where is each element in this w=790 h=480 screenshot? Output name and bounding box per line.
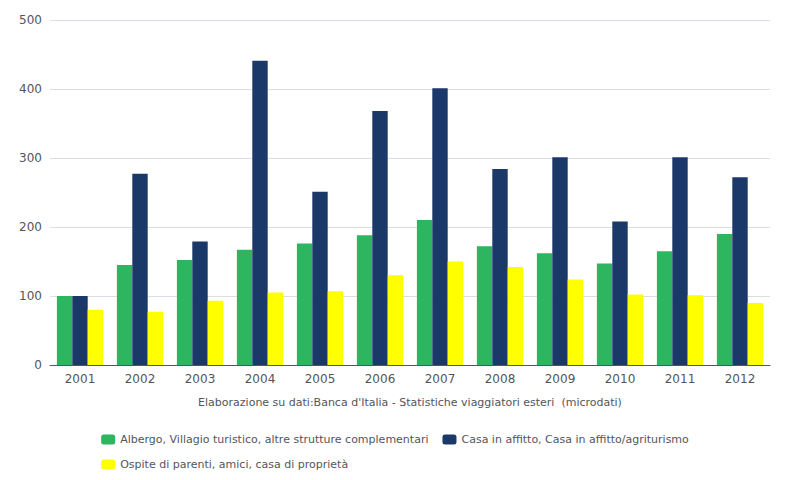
svg-text:Albergo, Villagio turistico, a: Albergo, Villagio turistico, altre strut… xyxy=(120,433,428,446)
svg-text:2001: 2001 xyxy=(65,372,96,386)
svg-text:2006: 2006 xyxy=(365,372,396,386)
svg-text:200: 200 xyxy=(19,220,42,234)
svg-text:500: 500 xyxy=(19,13,42,27)
svg-text:300: 300 xyxy=(19,151,42,165)
svg-text:2005: 2005 xyxy=(305,372,336,386)
svg-text:100: 100 xyxy=(19,289,42,303)
svg-text:2010: 2010 xyxy=(605,372,636,386)
svg-text:2004: 2004 xyxy=(245,372,276,386)
svg-text:2003: 2003 xyxy=(185,372,216,386)
svg-text:Elaborazione su dati:Banca d'I: Elaborazione su dati:Banca d'Italia - St… xyxy=(198,396,622,409)
svg-text:400: 400 xyxy=(19,82,42,96)
svg-text:2012: 2012 xyxy=(725,372,756,386)
svg-text:2009: 2009 xyxy=(545,372,576,386)
svg-text:0: 0 xyxy=(34,358,42,372)
svg-text:2002: 2002 xyxy=(125,372,156,386)
svg-text:Casa in affitto, Casa in affit: Casa in affitto, Casa in affitto/agritur… xyxy=(461,433,689,446)
svg-text:2007: 2007 xyxy=(425,372,456,386)
svg-text:Ospite di parenti, amici, casa: Ospite di parenti, amici, casa di propri… xyxy=(120,458,348,471)
svg-text:2008: 2008 xyxy=(485,372,516,386)
svg-text:2011: 2011 xyxy=(665,372,696,386)
